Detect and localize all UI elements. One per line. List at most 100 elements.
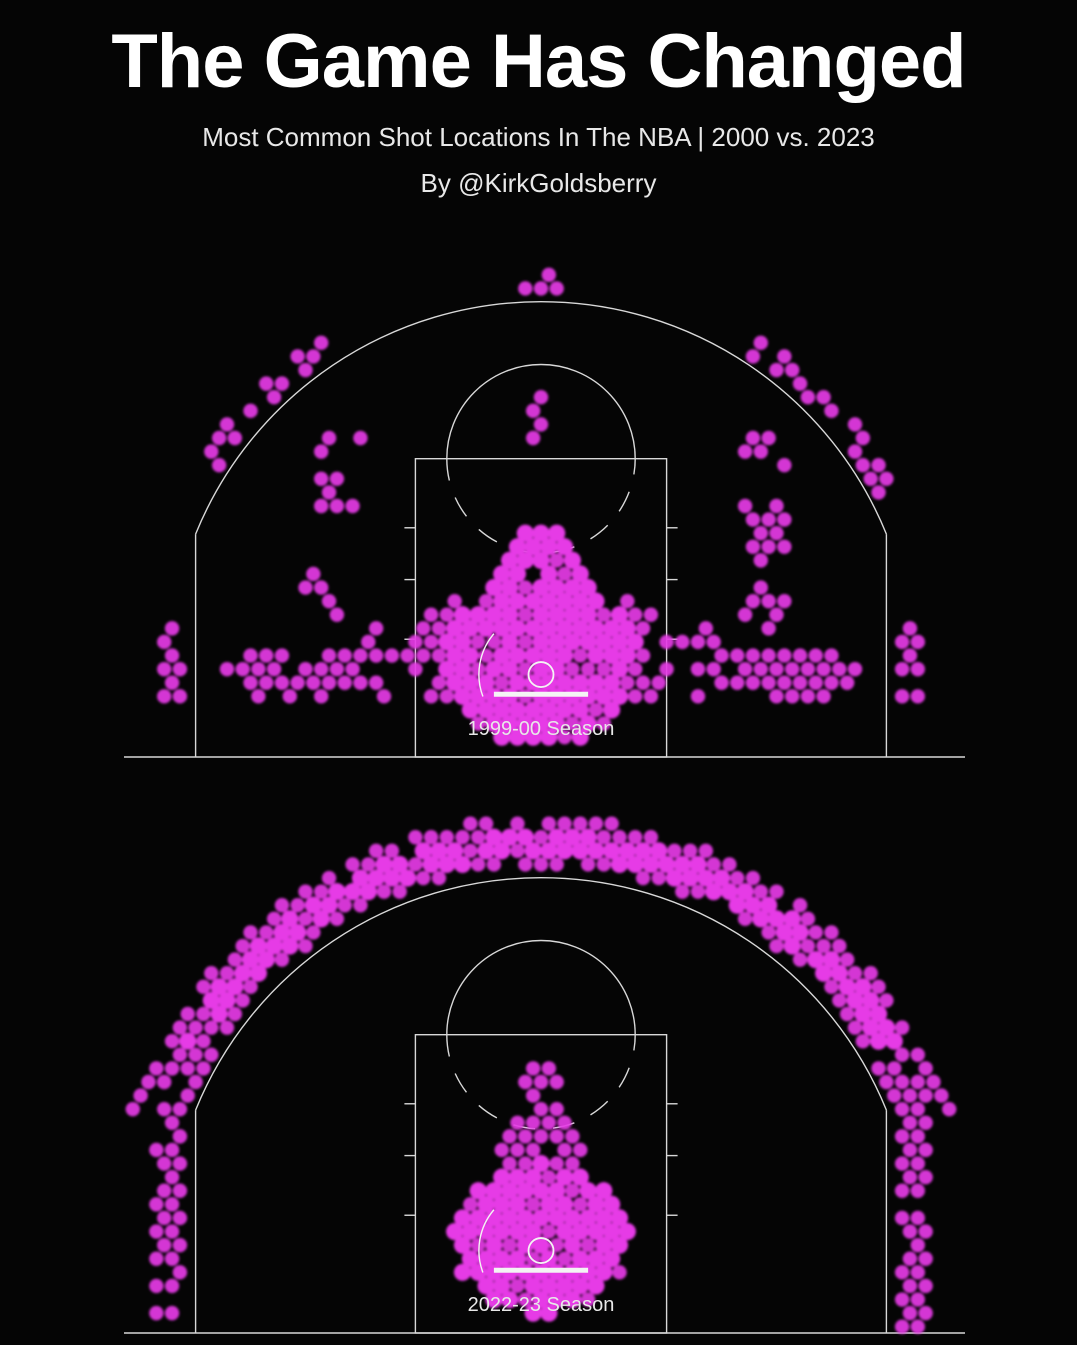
- shot-hex: [792, 675, 808, 690]
- shot-hex: [761, 593, 776, 609]
- shot-hex: [196, 1061, 211, 1076]
- shot-hex: [453, 1236, 472, 1254]
- shot-hex: [438, 633, 456, 651]
- shot-hex: [767, 910, 786, 928]
- shot-hex: [329, 607, 345, 622]
- shot-hex: [321, 870, 337, 886]
- shot-hex: [540, 592, 558, 610]
- shot-hex: [580, 857, 596, 872]
- shot-hex: [414, 842, 432, 860]
- shot-hex: [879, 1074, 894, 1090]
- rim: [527, 661, 555, 688]
- shot-hex: [651, 675, 666, 690]
- shot-hex: [471, 716, 486, 731]
- shot-hex: [785, 661, 800, 677]
- shot-hex: [532, 606, 550, 624]
- shot-hex: [508, 701, 527, 719]
- shot-hex: [610, 687, 629, 705]
- shot-hex: [243, 403, 258, 419]
- shot-hex: [298, 362, 313, 378]
- shot-hex: [769, 661, 784, 677]
- shot-hex: [219, 661, 235, 677]
- shot-hex: [518, 1074, 533, 1090]
- shot-hex: [188, 1020, 203, 1035]
- shot-hex: [157, 1183, 172, 1198]
- shot-hex: [571, 1222, 589, 1241]
- shot-hex: [690, 661, 706, 677]
- shot-hex: [879, 993, 894, 1008]
- shot-hex: [461, 619, 479, 637]
- shot-hex: [761, 621, 776, 636]
- shot-hex: [643, 830, 659, 845]
- shot-hex: [274, 376, 290, 391]
- shot-hex: [376, 884, 392, 899]
- shot-hex: [540, 701, 558, 719]
- shot-hex: [493, 619, 511, 637]
- shot-hex: [157, 1156, 172, 1171]
- shot-hex: [596, 857, 611, 872]
- shot-hex: [290, 349, 305, 364]
- shot-hex: [587, 1277, 605, 1295]
- shot-hex: [289, 923, 307, 942]
- shot-hex: [910, 1292, 925, 1307]
- shot-hex: [557, 566, 572, 582]
- shot-hex: [540, 1277, 558, 1295]
- shot-hex: [753, 580, 768, 595]
- shot-hex: [361, 634, 376, 650]
- shot-hex: [249, 937, 267, 955]
- shot-hex: [877, 1019, 896, 1037]
- shot-hex: [549, 1129, 564, 1144]
- shot-hex: [416, 648, 431, 663]
- shot-hex: [571, 1250, 589, 1268]
- shot-hex: [610, 660, 629, 678]
- shot-hex: [524, 538, 542, 556]
- shot-hex: [210, 978, 228, 996]
- shot-hex: [235, 938, 250, 954]
- shot-hex: [894, 1129, 910, 1144]
- shot-hex: [769, 607, 784, 622]
- shot-hex: [485, 1236, 503, 1254]
- shot-hex: [565, 716, 580, 731]
- shot-hex: [595, 1209, 613, 1227]
- shot-hex: [603, 1195, 621, 1213]
- shot-hex: [910, 1101, 925, 1117]
- shot-hex: [259, 925, 274, 940]
- shot-hex: [540, 538, 558, 556]
- shot-hex: [737, 607, 753, 622]
- shot-hex: [314, 335, 329, 351]
- shot-hex: [792, 648, 808, 663]
- shot-hex: [180, 1088, 195, 1103]
- shot-hex: [368, 648, 384, 663]
- shot-hex: [816, 938, 831, 954]
- shot-hex: [211, 457, 227, 473]
- shot-hex: [485, 578, 503, 597]
- shot-hex: [777, 512, 792, 527]
- shot-hex: [235, 661, 250, 677]
- shot-hex: [469, 606, 487, 624]
- free-throw-circle-top: [446, 939, 636, 1035]
- shot-hex: [620, 675, 635, 690]
- shot-hex: [579, 1182, 597, 1200]
- shot-hex: [353, 430, 368, 446]
- shot-hex: [501, 1209, 519, 1227]
- shot-hex: [918, 1088, 933, 1103]
- shot-hex: [587, 592, 605, 610]
- shot-hex: [563, 828, 582, 846]
- shot-hex: [533, 390, 549, 405]
- shot-hex: [298, 580, 313, 595]
- shot-hex: [508, 1168, 527, 1186]
- shot-hex: [314, 498, 329, 514]
- shot-hex: [149, 1251, 164, 1266]
- shot-hex: [902, 1305, 918, 1321]
- shot-hex: [563, 606, 582, 624]
- shot-hex: [595, 1263, 613, 1281]
- shot-hex: [610, 606, 629, 624]
- shot-hex: [298, 884, 313, 899]
- shot-hex: [580, 1292, 596, 1307]
- shot-hex: [910, 1237, 925, 1253]
- chart-subtitle: Most Common Shot Locations In The NBA | …: [202, 122, 875, 152]
- shot-hex: [902, 1142, 918, 1158]
- shot-hex: [439, 830, 454, 845]
- shot-hex: [580, 1237, 596, 1253]
- shot-hex: [643, 607, 659, 622]
